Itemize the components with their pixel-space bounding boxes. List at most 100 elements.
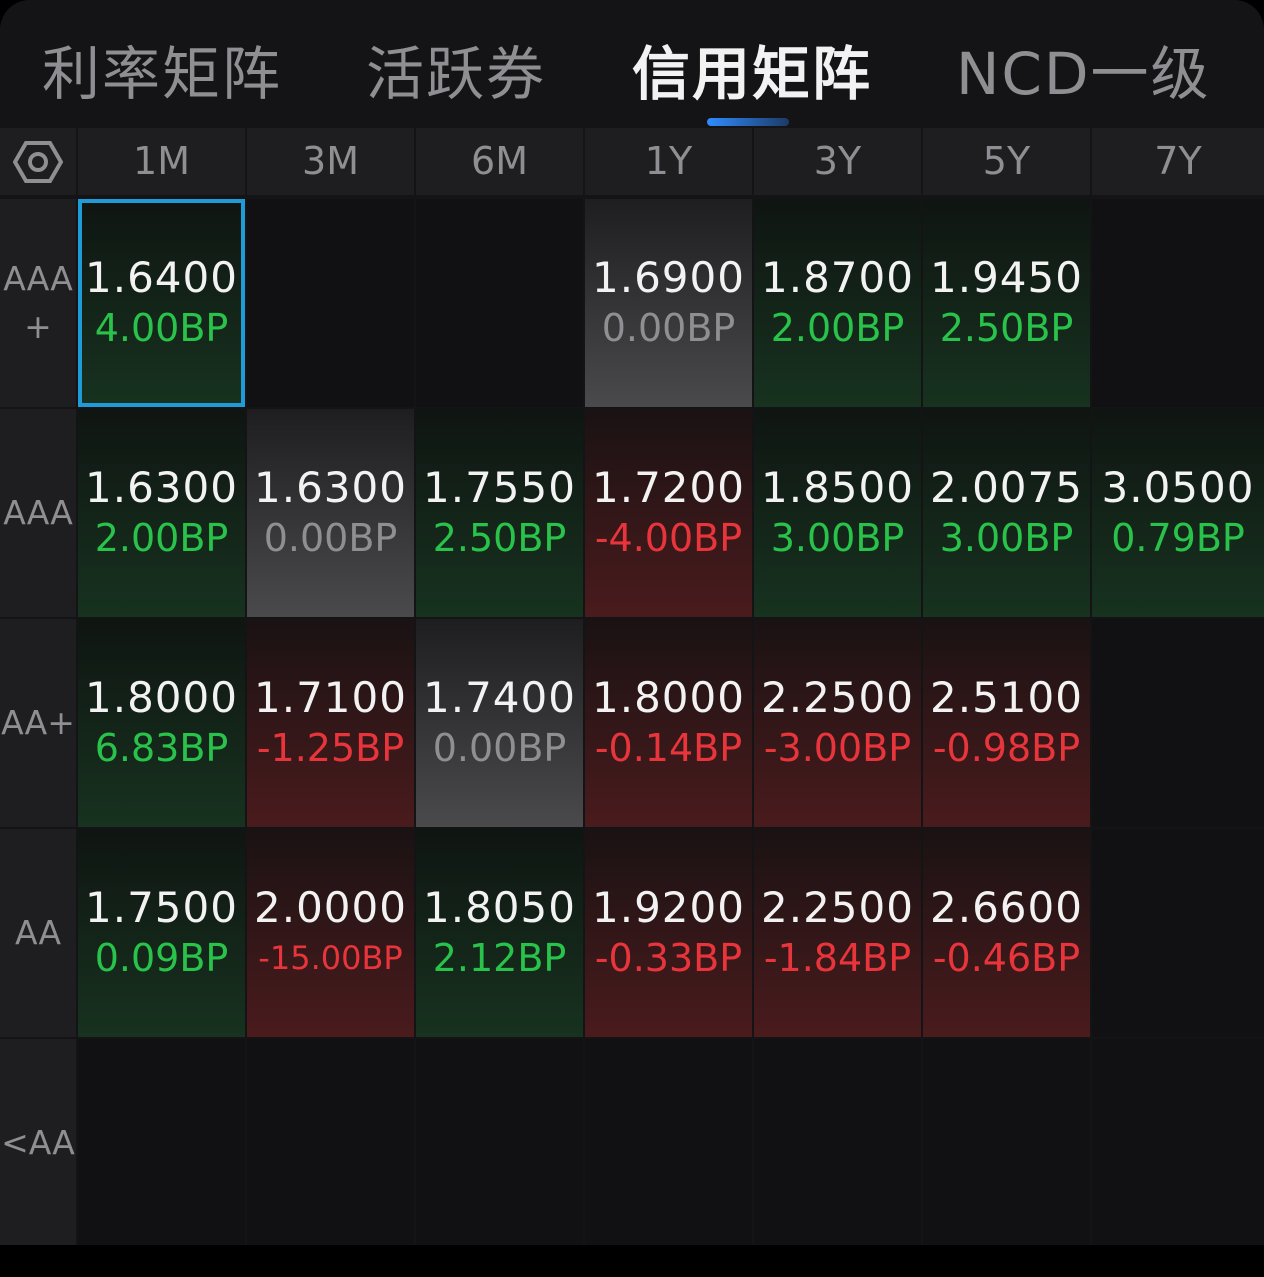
empty-cell[interactable]	[416, 1039, 583, 1247]
bp-change: 0.79BP	[1111, 516, 1245, 560]
matrix-cell[interactable]: 1.7500 0.09BP	[78, 829, 245, 1037]
yield-value: 1.7100	[254, 673, 407, 722]
bp-change: -15.00BP	[258, 939, 403, 977]
rating-label: AA	[0, 829, 76, 1037]
empty-cell[interactable]	[754, 1039, 921, 1247]
yield-value: 1.7200	[592, 463, 745, 512]
yield-value: 1.6300	[85, 463, 238, 512]
tenor-header-6m[interactable]: 6M	[416, 128, 583, 195]
credit-matrix-grid: 1M 3M 6M 1Y 3Y 5Y 7Y AAA+ 1.6400 4.00BP 1.6900 0.00…	[0, 128, 1264, 1247]
bp-change: -0.33BP	[594, 936, 743, 980]
empty-cell[interactable]	[585, 1039, 752, 1247]
bp-change: 0.00BP	[601, 306, 736, 350]
bp-change: 4.00BP	[94, 306, 229, 350]
yield-value: 1.6400	[85, 253, 238, 302]
yield-value: 1.8000	[85, 673, 238, 722]
empty-cell[interactable]	[923, 1039, 1090, 1247]
yield-value: 1.9450	[930, 253, 1083, 302]
matrix-cell[interactable]: 2.2500 -3.00BP	[754, 619, 921, 827]
matrix-cell[interactable]: 1.7200 -4.00BP	[585, 409, 752, 617]
tab-ncd-primary[interactable]: NCD一级	[956, 40, 1211, 108]
tab-active-bonds[interactable]: 活跃券	[366, 40, 547, 108]
bp-change: 2.00BP	[770, 306, 905, 350]
matrix-cell[interactable]: 1.6300 0.00BP	[247, 409, 414, 617]
empty-cell[interactable]	[1092, 1039, 1264, 1247]
yield-value: 2.2500	[761, 883, 914, 932]
tenor-header-5y[interactable]: 5Y	[923, 128, 1090, 195]
empty-cell[interactable]	[78, 1039, 245, 1247]
bp-change: -1.84BP	[763, 936, 912, 980]
bp-change: -1.25BP	[256, 726, 405, 770]
matrix-cell[interactable]: 2.0000 -15.00BP	[247, 829, 414, 1037]
bp-change: -0.46BP	[932, 936, 1081, 980]
tenor-header-1y[interactable]: 1Y	[585, 128, 752, 195]
rating-label: AAA+	[0, 199, 76, 407]
tab-bar: 利率矩阵 活跃券 信用矩阵 NCD一级	[0, 0, 1264, 128]
empty-cell[interactable]	[1092, 619, 1264, 827]
bp-change: 0.09BP	[94, 936, 229, 980]
rating-label: <AA	[0, 1039, 76, 1247]
tenor-header-3y[interactable]: 3Y	[754, 128, 921, 195]
matrix-cell[interactable]: 2.6600 -0.46BP	[923, 829, 1090, 1037]
tenor-header-1m[interactable]: 1M	[78, 128, 245, 195]
yield-value: 1.6900	[592, 253, 745, 302]
empty-cell[interactable]	[1092, 829, 1264, 1037]
bottom-bar	[0, 1245, 1264, 1277]
empty-cell[interactable]	[247, 199, 414, 407]
empty-cell[interactable]	[416, 199, 583, 407]
bp-change: 2.50BP	[432, 516, 567, 560]
matrix-cell[interactable]: 1.7550 2.50BP	[416, 409, 583, 617]
bp-change: -0.14BP	[594, 726, 743, 770]
yield-value: 2.6600	[930, 883, 1083, 932]
yield-value: 1.8500	[761, 463, 914, 512]
tenor-header-3m[interactable]: 3M	[247, 128, 414, 195]
matrix-cell[interactable]: 2.5100 -0.98BP	[923, 619, 1090, 827]
yield-value: 2.2500	[761, 673, 914, 722]
empty-cell[interactable]	[247, 1039, 414, 1247]
yield-value: 1.9200	[592, 883, 745, 932]
matrix-cell[interactable]: 1.8500 3.00BP	[754, 409, 921, 617]
yield-value: 1.8000	[592, 673, 745, 722]
matrix-cell[interactable]: 2.2500 -1.84BP	[754, 829, 921, 1037]
yield-value: 1.7500	[85, 883, 238, 932]
empty-cell[interactable]	[1092, 199, 1264, 407]
yield-value: 1.7400	[423, 673, 576, 722]
bp-change: -3.00BP	[763, 726, 912, 770]
bp-change: -4.00BP	[594, 516, 743, 560]
matrix-cell[interactable]: 1.7400 0.00BP	[416, 619, 583, 827]
bp-change: 0.00BP	[263, 516, 398, 560]
matrix-cell[interactable]: 1.6900 0.00BP	[585, 199, 752, 407]
yield-value: 1.8050	[423, 883, 576, 932]
matrix-cell[interactable]: 2.0075 3.00BP	[923, 409, 1090, 617]
settings-button[interactable]	[0, 128, 76, 195]
matrix-cell[interactable]: 1.8050 2.12BP	[416, 829, 583, 1037]
matrix-cell[interactable]: 1.8000 -0.14BP	[585, 619, 752, 827]
yield-value: 2.0075	[930, 463, 1083, 512]
matrix-cell[interactable]: 3.0500 0.79BP	[1092, 409, 1264, 617]
matrix-cell[interactable]: 1.9200 -0.33BP	[585, 829, 752, 1037]
yield-value: 3.0500	[1101, 463, 1255, 512]
matrix-cell[interactable]: 1.9450 2.50BP	[923, 199, 1090, 407]
bp-change: 2.00BP	[94, 516, 229, 560]
bp-change: 3.00BP	[770, 516, 905, 560]
matrix-cell[interactable]: 1.6300 2.00BP	[78, 409, 245, 617]
bp-change: 2.50BP	[939, 306, 1074, 350]
yield-value: 2.5100	[930, 673, 1083, 722]
active-tab-indicator	[707, 118, 789, 126]
matrix-cell[interactable]: 1.8000 6.83BP	[78, 619, 245, 827]
matrix-cell[interactable]: 1.7100 -1.25BP	[247, 619, 414, 827]
tab-rate-matrix[interactable]: 利率矩阵	[42, 40, 283, 108]
matrix-cell[interactable]: 1.8700 2.00BP	[754, 199, 921, 407]
rating-label: AAA	[0, 409, 76, 617]
tab-credit-matrix[interactable]: 信用矩阵	[632, 40, 873, 108]
matrix-cell[interactable]: 1.6400 4.00BP	[78, 199, 245, 407]
tenor-header-7y[interactable]: 7Y	[1092, 128, 1264, 195]
rating-label: AA+	[0, 619, 76, 827]
yield-value: 2.0000	[254, 883, 407, 932]
bp-change: -0.98BP	[932, 726, 1081, 770]
yield-value: 1.6300	[254, 463, 407, 512]
yield-value: 1.8700	[761, 253, 914, 302]
bp-change: 6.83BP	[94, 726, 229, 770]
bp-change: 0.00BP	[432, 726, 567, 770]
